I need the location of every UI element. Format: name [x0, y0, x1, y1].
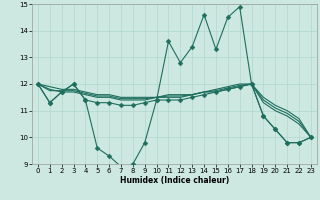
X-axis label: Humidex (Indice chaleur): Humidex (Indice chaleur): [120, 176, 229, 185]
